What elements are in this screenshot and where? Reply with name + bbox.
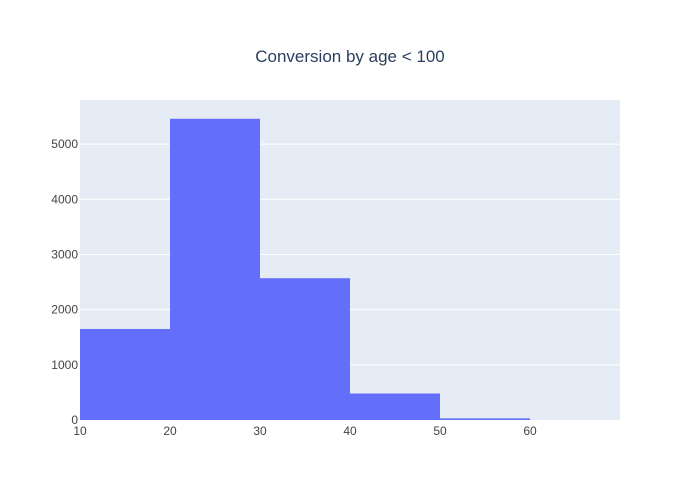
x-axis-ticks: 10 20 30 40 50 60 [73, 424, 537, 438]
x-tick-label: 50 [433, 424, 447, 438]
histogram-bar [440, 418, 530, 420]
y-tick-label: 4000 [51, 192, 78, 206]
x-tick-label: 30 [253, 424, 267, 438]
histogram-bar [170, 118, 260, 421]
chart-title: Conversion by age < 100 [255, 47, 445, 66]
y-tick-label: 3000 [51, 247, 78, 261]
histogram-bar [80, 328, 170, 420]
histogram-bar [350, 393, 440, 420]
y-tick-label: 5000 [51, 137, 78, 151]
y-tick-label: 1000 [51, 358, 78, 372]
y-tick-label: 0 [71, 413, 78, 427]
x-tick-label: 40 [343, 424, 357, 438]
x-tick-label: 20 [163, 424, 177, 438]
bars [80, 118, 530, 421]
y-axis-ticks: 0 1000 2000 3000 4000 5000 [51, 137, 78, 427]
histogram-bar [260, 278, 350, 420]
x-tick-label: 60 [523, 424, 537, 438]
x-tick-label: 10 [73, 424, 87, 438]
y-tick-label: 2000 [51, 303, 78, 317]
